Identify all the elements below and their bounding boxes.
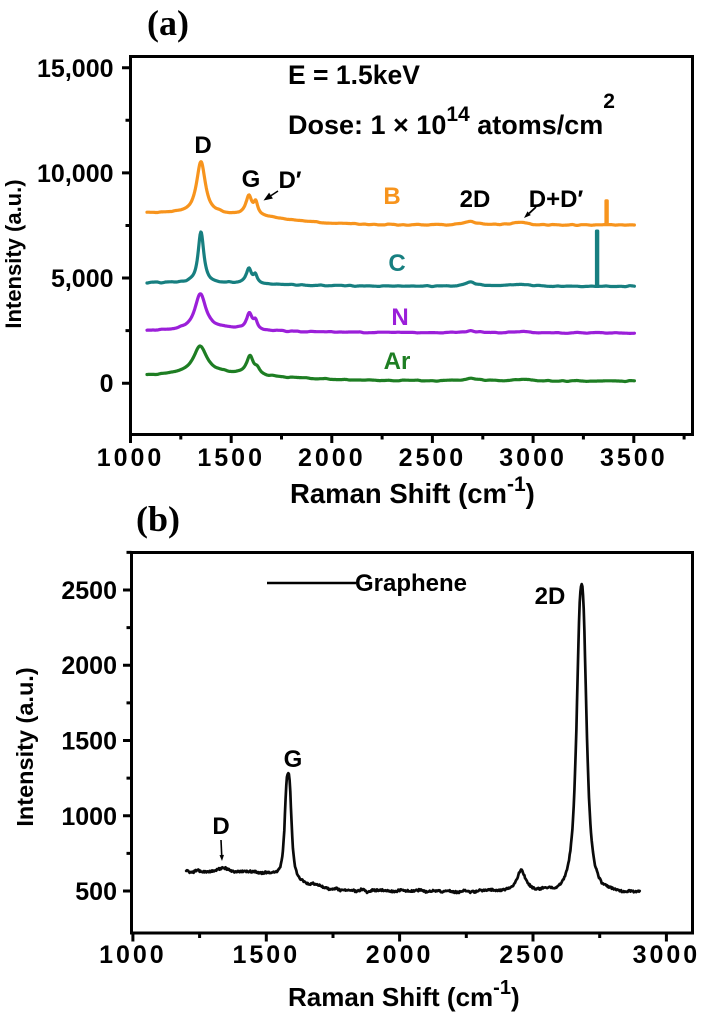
svg-text:C: C [388,250,405,277]
svg-text:D: D [212,813,229,840]
svg-text:Raman Shift (cm-1): Raman Shift (cm-1) [290,473,535,509]
svg-text:N: N [391,304,408,331]
svg-text:2500: 2500 [399,444,467,472]
svg-text:3500: 3500 [600,444,668,472]
svg-text:1500: 1500 [232,941,300,969]
svg-text:2500: 2500 [499,941,567,969]
svg-text:10,000: 10,000 [37,160,113,188]
svg-text:B: B [383,183,400,210]
svg-text:2D: 2D [535,583,566,610]
svg-text:1000: 1000 [61,803,117,831]
svg-text:1000: 1000 [97,444,165,472]
svg-text:2500: 2500 [61,577,117,605]
svg-text:D+D′: D+D′ [529,186,584,213]
svg-text:G: G [284,746,303,773]
svg-text:0: 0 [100,370,114,398]
svg-text:5,000: 5,000 [51,265,114,293]
svg-text:(b): (b) [136,499,180,539]
svg-text:(a): (a) [147,3,189,43]
svg-text:1000: 1000 [99,941,167,969]
svg-text:1500: 1500 [61,728,117,756]
svg-text:3000: 3000 [633,941,701,969]
svg-text:D: D [194,132,211,159]
svg-text:2000: 2000 [366,941,434,969]
svg-text:2D: 2D [460,186,491,213]
svg-text:D′: D′ [278,167,301,194]
svg-text:Intensity (a.u.): Intensity (a.u.) [12,667,38,826]
svg-text:3000: 3000 [499,444,567,472]
svg-text:Intensity (a.u.): Intensity (a.u.) [1,179,26,328]
svg-text:2000: 2000 [298,444,366,472]
svg-text:Ar: Ar [384,348,411,375]
svg-text:500: 500 [75,878,117,906]
svg-text:Graphene: Graphene [355,570,467,597]
svg-text:G: G [242,166,261,193]
svg-text:15,000: 15,000 [37,55,113,83]
svg-text:E = 1.5keV: E = 1.5keV [288,60,420,90]
svg-text:1500: 1500 [197,444,265,472]
svg-text:2000: 2000 [61,652,117,680]
svg-text:Raman Shift (cm-1): Raman Shift (cm-1) [288,977,520,1012]
